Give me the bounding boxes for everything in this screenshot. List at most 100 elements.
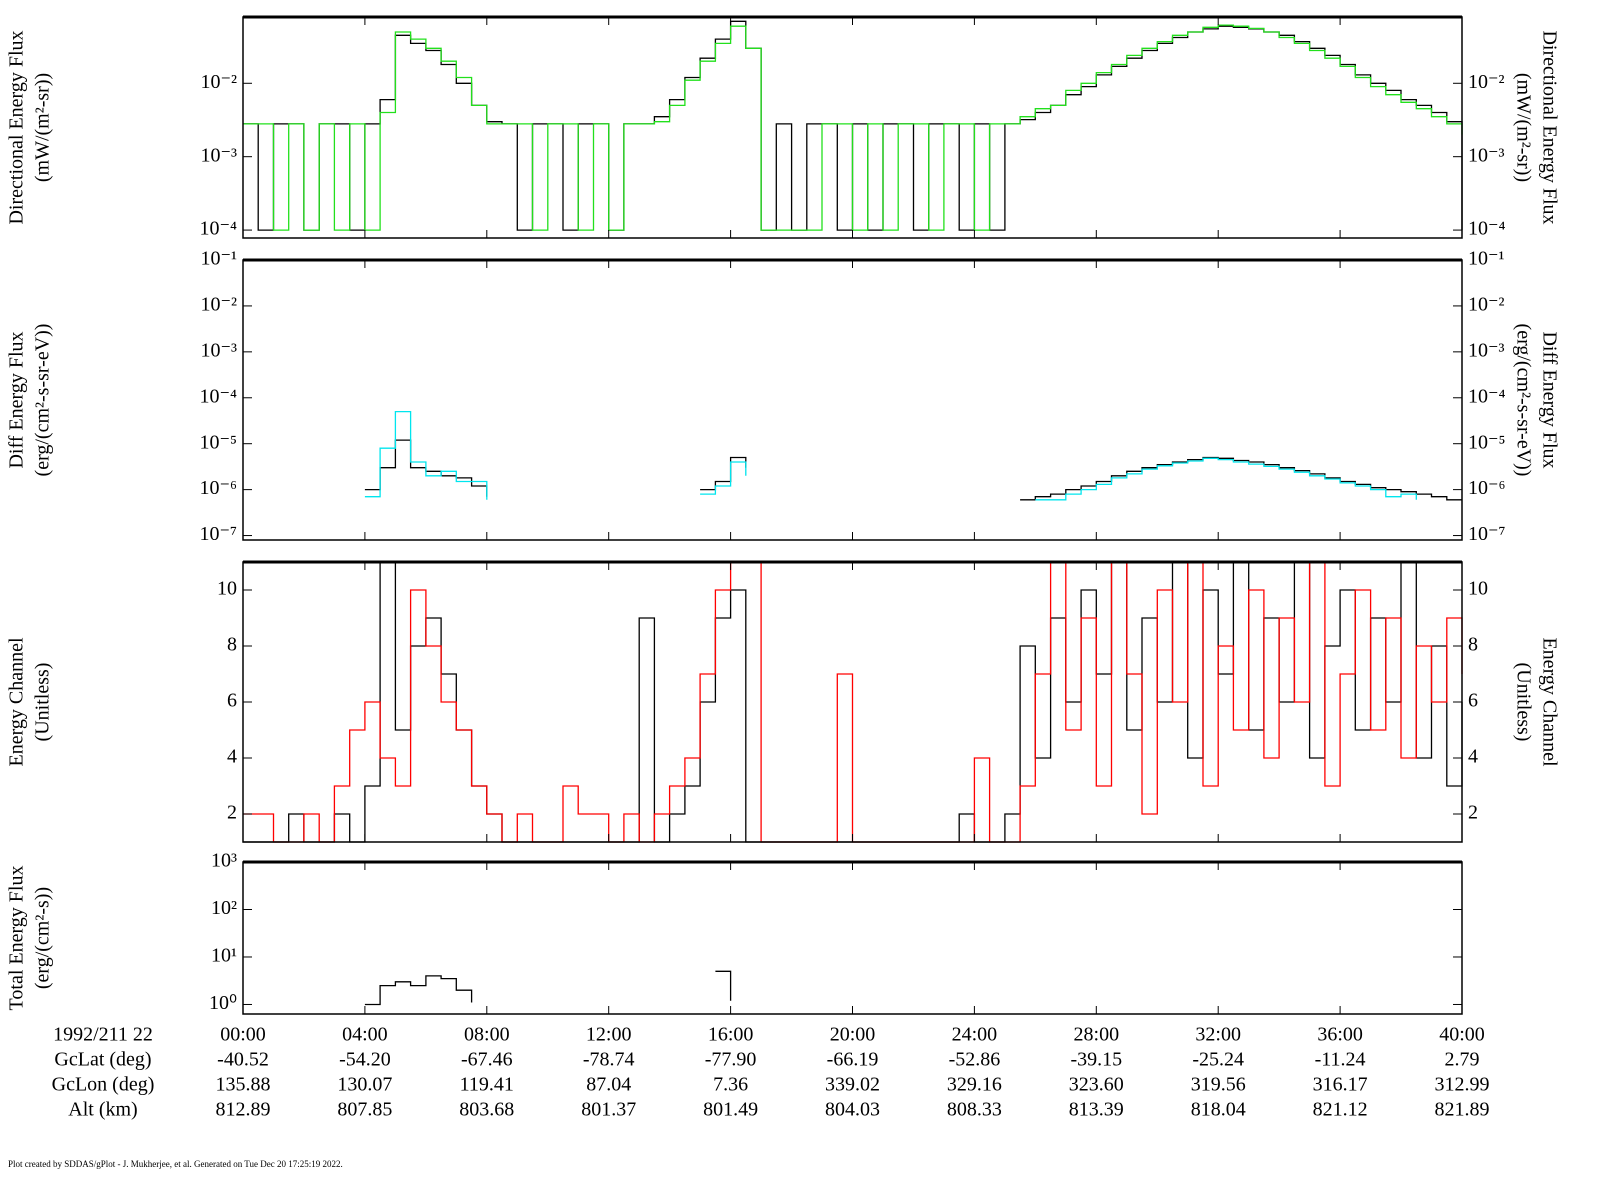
row-value: 323.60 [1069, 1074, 1124, 1096]
y-axis-unit: (erg/(cm²-s-sr-eV)) [32, 324, 54, 477]
plot-frame [242, 861, 1463, 1015]
y-tick-label: 10⁻³ [1468, 339, 1505, 361]
y-tick-label: 10³ [211, 850, 237, 872]
row-value: 803.68 [459, 1099, 514, 1121]
y-tick-label: 4 [227, 746, 237, 768]
row-value: 804.03 [825, 1099, 880, 1121]
row-value: 818.04 [1191, 1099, 1246, 1121]
row-value: 119.41 [460, 1074, 514, 1096]
x-tick-label: 28:00 [1074, 1024, 1120, 1046]
y-axis-label: Energy Channel [1538, 637, 1560, 766]
y-tick-label: 10⁻⁴ [1468, 218, 1506, 240]
row-value: 329.16 [947, 1074, 1002, 1096]
y-axis-label: Directional Energy Flux [1538, 30, 1560, 224]
row-label: GcLat (deg) [54, 1049, 151, 1071]
row-value: -25.24 [1192, 1049, 1244, 1071]
y-tick-label: 8 [1468, 634, 1478, 656]
row-value: 807.85 [337, 1099, 392, 1121]
y-axis-unit: (erg/(cm²-s-sr-eV)) [1512, 324, 1534, 477]
y-tick-label: 10⁻⁷ [1468, 523, 1506, 545]
y-axis-unit: (Unitless) [32, 663, 54, 742]
row-value: 801.49 [703, 1099, 758, 1121]
row-value: 821.89 [1435, 1099, 1490, 1121]
y-tick-label: 10⁻² [200, 71, 237, 93]
x-tick-label: 32:00 [1195, 1024, 1241, 1046]
y-axis-label: Total Energy Flux [6, 866, 28, 1011]
y-tick-label: 10⁻⁴ [199, 218, 237, 240]
row-value: 2.79 [1445, 1049, 1480, 1071]
y-tick-label: 10⁻³ [200, 339, 237, 361]
x-tick-label: 24:00 [952, 1024, 998, 1046]
footer: Plot created by SDDAS/gPlot - J. Mukherj… [8, 1159, 343, 1169]
y-tick-label: 6 [1468, 690, 1478, 712]
y-tick-label: 2 [227, 802, 237, 824]
y-tick-label: 10⁻⁷ [199, 523, 237, 545]
y-tick-label: 10 [1468, 578, 1488, 600]
y-tick-label: 10⁻⁴ [199, 385, 237, 407]
row-value: 801.37 [581, 1099, 636, 1121]
row-value: 7.36 [713, 1074, 748, 1096]
row-label: Alt (km) [68, 1099, 137, 1121]
y-tick-label: 10⁻² [200, 294, 237, 316]
y-tick-label: 4 [1468, 746, 1478, 768]
series-line [364, 970, 732, 1006]
series-line [243, 24, 1463, 231]
row-value: -40.52 [217, 1049, 269, 1071]
y-axis-unit: (mW/(m²-sr)) [1512, 73, 1534, 182]
row-value: 87.04 [586, 1074, 631, 1096]
row-value: -77.90 [705, 1049, 757, 1071]
row-value: 812.89 [216, 1099, 271, 1121]
y-tick-label: 10⁻⁶ [1468, 477, 1506, 499]
y-tick-label: 10¹ [211, 945, 237, 967]
plot-frame [242, 259, 1463, 541]
x-tick-label: 40:00 [1439, 1024, 1485, 1046]
row-value: -11.24 [1315, 1049, 1366, 1071]
row-value: 316.17 [1313, 1074, 1368, 1096]
y-tick-label: 10⁻³ [200, 144, 237, 166]
row-value: -66.19 [827, 1049, 879, 1071]
y-axis-unit: (erg/(cm²-s)) [32, 887, 54, 989]
x-tick-label: 12:00 [586, 1024, 632, 1046]
y-tick-label: 10⁻³ [1468, 144, 1505, 166]
time-label: 1992/211 22 [53, 1024, 153, 1046]
row-value: -52.86 [949, 1049, 1001, 1071]
y-tick-label: 10⁻⁶ [199, 477, 237, 499]
x-tick-label: 20:00 [830, 1024, 876, 1046]
x-tick-label: 00:00 [220, 1024, 266, 1046]
x-tick-label: 36:00 [1317, 1024, 1363, 1046]
y-axis-unit: (Unitless) [1512, 663, 1534, 742]
y-tick-label: 2 [1468, 802, 1478, 824]
row-value: -54.20 [339, 1049, 391, 1071]
row-value: 821.12 [1313, 1099, 1368, 1121]
y-tick-label: 6 [227, 690, 237, 712]
y-axis-label: Energy Channel [6, 637, 28, 766]
y-tick-label: 10² [211, 897, 237, 919]
row-value: 813.39 [1069, 1099, 1124, 1121]
y-axis-label: Diff Energy Flux [6, 331, 28, 468]
row-value: 130.07 [337, 1074, 392, 1096]
x-tick-label: 16:00 [708, 1024, 754, 1046]
row-value: 135.88 [216, 1074, 271, 1096]
y-tick-label: 8 [227, 634, 237, 656]
series-line [364, 439, 1462, 501]
row-value: -67.46 [461, 1049, 513, 1071]
y-tick-label: 10⁰ [209, 992, 237, 1014]
y-axis-label: Diff Energy Flux [1538, 331, 1560, 468]
y-tick-label: 10⁻⁴ [1468, 385, 1506, 407]
row-value: 312.99 [1435, 1074, 1490, 1096]
x-tick-label: 08:00 [464, 1024, 510, 1046]
row-value: 339.02 [825, 1074, 880, 1096]
y-tick-label: 10⁻² [1468, 71, 1505, 93]
series-line [364, 410, 1417, 501]
series-line [243, 561, 1463, 843]
y-tick-label: 10⁻⁵ [1468, 431, 1506, 453]
row-value: 319.56 [1191, 1074, 1246, 1096]
x-tick-label: 04:00 [342, 1024, 388, 1046]
y-tick-label: 10⁻² [1468, 294, 1505, 316]
y-axis-unit: (mW/(m²-sr)) [32, 73, 54, 182]
row-value: -78.74 [583, 1049, 635, 1071]
row-value: 808.33 [947, 1099, 1002, 1121]
y-tick-label: 10⁻¹ [1468, 248, 1505, 270]
y-tick-label: 10⁻¹ [200, 248, 237, 270]
row-value: -39.15 [1070, 1049, 1122, 1071]
